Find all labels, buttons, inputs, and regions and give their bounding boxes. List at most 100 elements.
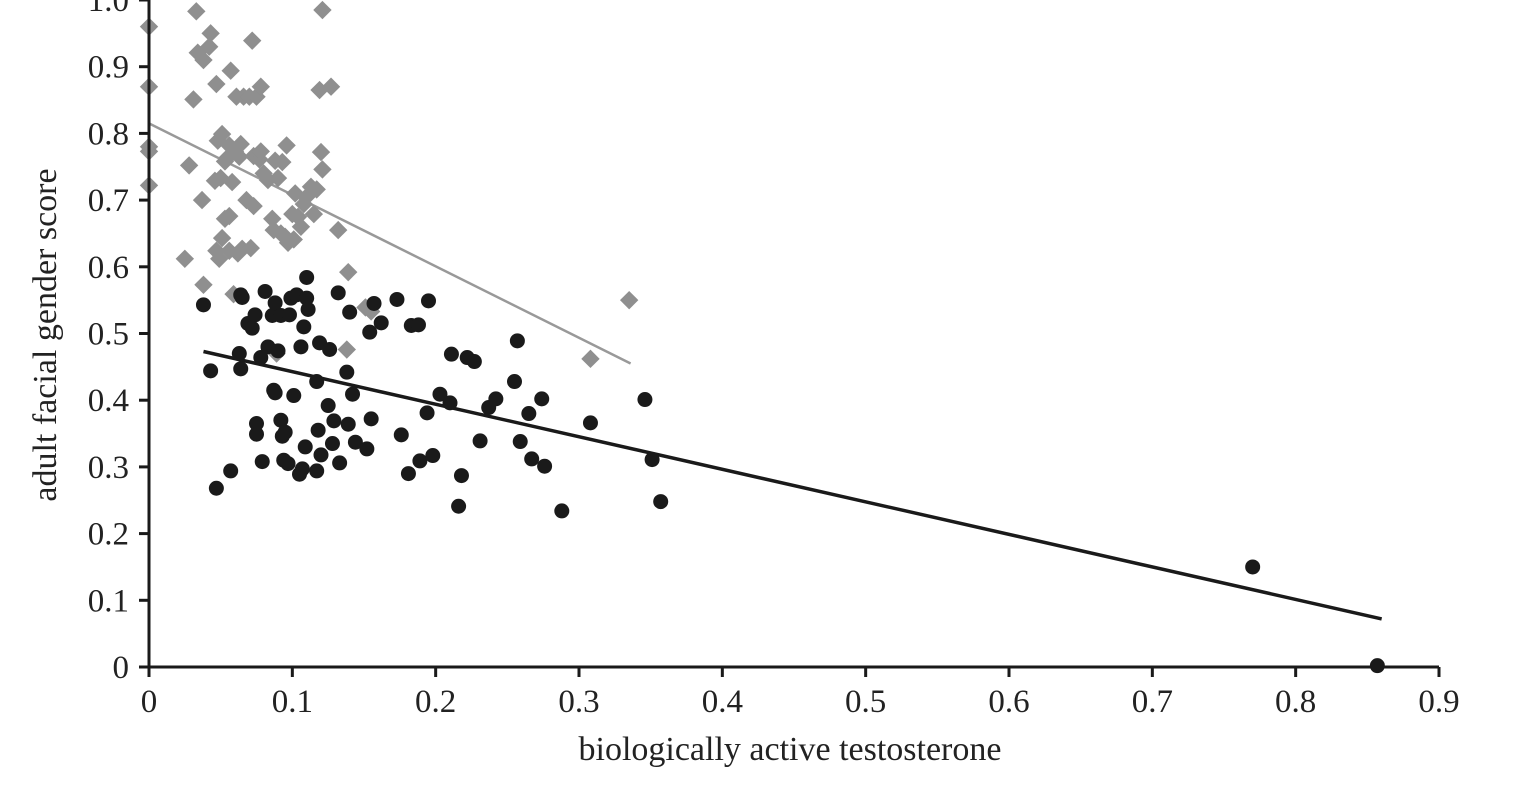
- data-point: [220, 206, 239, 226]
- data-point: [270, 343, 286, 359]
- data-point: [442, 395, 458, 411]
- data-point: [340, 416, 356, 432]
- data-point: [332, 455, 348, 471]
- data-point: [581, 349, 600, 369]
- data-point: [320, 398, 336, 414]
- data-point: [184, 90, 203, 109]
- x-axis-ticks: 0 0.1 0.2 0.3 0.4 0.5 0.6 0.7 0.8 0.9: [141, 667, 1460, 720]
- data-point: [233, 361, 249, 377]
- data-point: [554, 503, 570, 519]
- data-point: [268, 168, 288, 188]
- data-point: [208, 480, 224, 496]
- data-point: [200, 37, 219, 56]
- data-point: [187, 2, 206, 21]
- data-point: [299, 269, 315, 285]
- data-point: [247, 307, 263, 323]
- data-point: [653, 494, 669, 510]
- data-point: [1245, 559, 1261, 575]
- x-tick-label: 0.5: [845, 684, 886, 720]
- data-point: [619, 290, 639, 310]
- data-point: [342, 304, 358, 320]
- data-point: [175, 249, 195, 268]
- data-point: [251, 142, 270, 161]
- y-tick-label: 0.5: [88, 317, 129, 353]
- data-point: [194, 275, 213, 295]
- data-point: [231, 134, 250, 154]
- data-point: [366, 295, 382, 311]
- data-point: [362, 324, 378, 340]
- data-point: [311, 142, 331, 162]
- data-point: [412, 453, 428, 469]
- data-point: [286, 388, 302, 404]
- data-point: [263, 209, 282, 228]
- data-point: [393, 427, 409, 443]
- x-tick-label: 0.3: [558, 684, 599, 720]
- data-point: [337, 340, 356, 359]
- data-point: [313, 447, 329, 463]
- data-point: [257, 283, 273, 299]
- data-point: [521, 406, 537, 422]
- data-point: [230, 147, 249, 166]
- data-point: [273, 412, 289, 428]
- data-point: [267, 385, 283, 401]
- data-point: [326, 413, 342, 429]
- data-point: [277, 136, 296, 155]
- data-point: [324, 436, 340, 452]
- data-point: [304, 204, 324, 224]
- data-point: [345, 386, 361, 402]
- data-point: [339, 262, 358, 282]
- data-point: [296, 319, 312, 335]
- data-point: [488, 391, 504, 407]
- x-tick-label: 0: [141, 684, 158, 720]
- data-point: [425, 448, 441, 464]
- data-point: [509, 333, 525, 349]
- y-tick-label: 0.9: [88, 50, 129, 86]
- data-point: [453, 468, 469, 484]
- trend-line-2: [203, 349, 1383, 621]
- data-point: [192, 190, 212, 210]
- data-point: [637, 392, 653, 408]
- x-tick-label: 0.9: [1418, 684, 1459, 720]
- data-point: [253, 350, 269, 366]
- data-point: [322, 342, 338, 358]
- data-point: [330, 285, 346, 301]
- data-point: [201, 24, 220, 43]
- data-point: [419, 405, 435, 421]
- data-point: [537, 458, 553, 474]
- data-point: [644, 452, 660, 468]
- data-point: [432, 386, 448, 402]
- y-tick-label: 0.8: [88, 116, 129, 152]
- data-point: [321, 77, 341, 96]
- data-point: [443, 346, 459, 362]
- y-axis-ticks: 0 0.1 0.2 0.3 0.4 0.5 0.6 0.7 0.8 0.9 1.0: [88, 0, 149, 686]
- data-point: [281, 307, 297, 323]
- data-point: [297, 439, 313, 455]
- y-tick-label: 0.2: [88, 517, 129, 553]
- data-point: [313, 0, 332, 20]
- y-tick-label: 0: [113, 650, 130, 686]
- y-axis-title: adult facial gender score: [27, 168, 64, 501]
- data-point: [359, 441, 375, 457]
- data-point: [373, 315, 389, 331]
- data-point: [243, 31, 262, 50]
- data-point: [244, 196, 263, 216]
- data-point: [400, 466, 416, 482]
- data-point: [582, 415, 598, 431]
- trend-lines: [148, 122, 1383, 621]
- y-tick-label: 0.6: [88, 250, 129, 286]
- data-point: [212, 228, 232, 248]
- data-point: [466, 354, 482, 370]
- x-tick-label: 0.1: [272, 684, 313, 720]
- data-point: [300, 301, 316, 317]
- y-tick-label: 1.0: [88, 0, 129, 19]
- x-tick-label: 0.4: [702, 684, 743, 720]
- data-point: [410, 317, 426, 333]
- x-tick-label: 0.7: [1132, 684, 1173, 720]
- data-points: [139, 0, 1385, 674]
- data-point: [363, 411, 379, 427]
- x-axis-title: biologically active testosterone: [579, 731, 1002, 768]
- data-point: [534, 391, 550, 407]
- data-point: [309, 374, 325, 390]
- data-point: [231, 346, 247, 362]
